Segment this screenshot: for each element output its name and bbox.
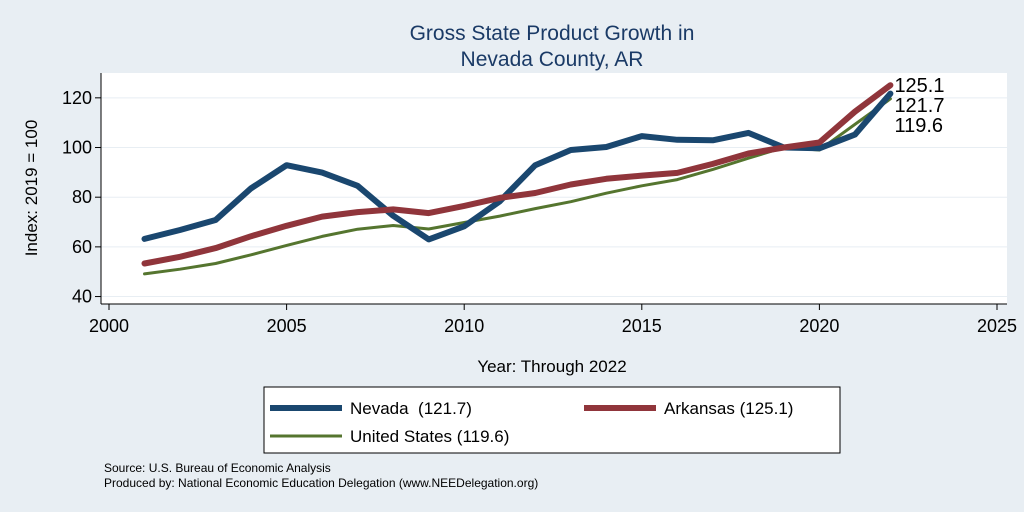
end-value-label: 119.6 — [894, 115, 943, 137]
chart-title-line-2: Nevada County, AR — [461, 48, 644, 71]
y-tick-label: 80 — [72, 187, 92, 207]
x-tick-label: 2020 — [799, 316, 839, 336]
x-tick-label: 2015 — [622, 316, 662, 336]
x-tick-label: 2005 — [267, 316, 307, 336]
grid-lines — [101, 97, 1007, 298]
x-axis: 2000 2005 2010 2015 2020 2025 — [89, 303, 1017, 336]
legend-box — [263, 386, 841, 454]
y-tick-label: 40 — [72, 287, 92, 307]
x-tick-label: 2000 — [89, 316, 129, 336]
chart-title-line-1: Gross State Product Growth in — [410, 22, 695, 45]
series-line-arkansas — [141, 82, 894, 267]
series-lines — [141, 82, 894, 276]
x-tick-label: 2010 — [444, 316, 484, 336]
legend: Nevada (121.7) Arkansas (125.1) United Sta… — [270, 399, 793, 446]
y-tick-label: 60 — [72, 237, 92, 257]
x-axis-label: Year: Through 2022 — [477, 357, 626, 376]
produced-by-note: Produced by: National Economic Education… — [104, 476, 538, 490]
legend-label: Arkansas (125.1) — [664, 399, 793, 418]
y-axis: 40 60 80 100 120 — [62, 73, 102, 307]
y-axis-label: Index: 2019 = 100 — [22, 120, 41, 257]
series-line-nevada — [141, 90, 894, 243]
y-tick-label: 100 — [62, 138, 92, 158]
end-value-label: 121.7 — [894, 95, 944, 117]
legend-label: Nevada (121.7) — [350, 399, 472, 418]
legend-label: United States (119.6) — [350, 427, 509, 446]
y-tick-label: 120 — [62, 88, 92, 108]
source-note: Source: U.S. Bureau of Economic Analysis — [104, 461, 331, 475]
end-value-label: 125.1 — [894, 75, 944, 97]
x-tick-label: 2025 — [977, 316, 1017, 336]
